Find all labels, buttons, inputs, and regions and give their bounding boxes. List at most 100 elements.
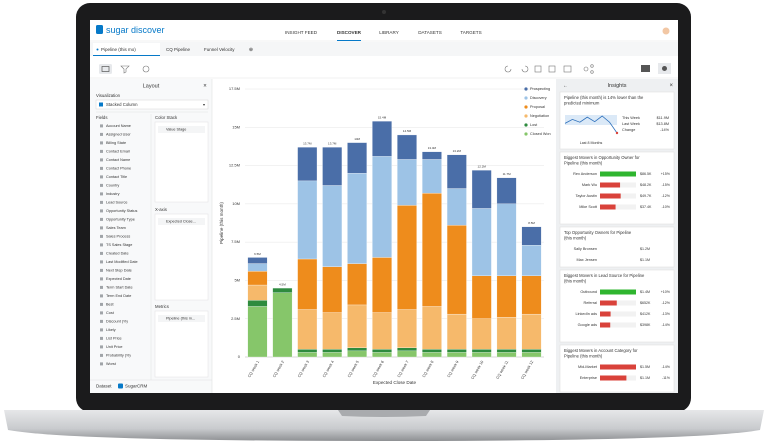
bar-segment[interactable] <box>297 349 318 353</box>
legend-label[interactable]: Negotiation <box>530 114 549 118</box>
bar-segment[interactable] <box>272 292 293 358</box>
bar-segment[interactable] <box>247 257 268 264</box>
mover-bar[interactable] <box>600 204 616 210</box>
bar-segment[interactable] <box>322 185 343 267</box>
tab[interactable]: CQ Pipeline <box>166 47 191 52</box>
insight-card[interactable] <box>559 151 675 225</box>
nav-item[interactable]: TARGETS <box>460 30 481 35</box>
bar-segment[interactable] <box>422 349 442 353</box>
bar-segment[interactable] <box>372 312 392 350</box>
visualization-dropdown[interactable] <box>95 99 209 110</box>
bar-segment[interactable] <box>471 170 492 209</box>
bar-segment[interactable] <box>247 306 268 358</box>
bar-segment[interactable] <box>397 309 417 348</box>
bar-segment[interactable] <box>422 159 442 194</box>
bar-segment[interactable] <box>521 313 542 350</box>
bar-segment[interactable] <box>322 349 343 353</box>
bar-segment[interactable] <box>247 271 268 286</box>
filter-icon[interactable] <box>120 65 130 74</box>
bar-segment[interactable] <box>347 142 367 174</box>
dataset-name[interactable]: SugarCRM <box>125 384 148 389</box>
bar-segment[interactable] <box>297 147 318 182</box>
mover-bar[interactable] <box>600 171 636 177</box>
copy-icon[interactable] <box>534 65 542 73</box>
field[interactable]: Opportunity Status <box>106 209 138 213</box>
mover-bar[interactable] <box>600 322 611 328</box>
field[interactable]: Expected Date <box>106 277 131 281</box>
bar-segment[interactable] <box>372 352 392 358</box>
bar-segment[interactable] <box>397 134 417 160</box>
bar-segment[interactable] <box>322 312 343 350</box>
legend-label[interactable]: Lost <box>530 123 538 127</box>
field[interactable]: Sales Team <box>106 226 126 230</box>
field[interactable]: Contact Title <box>106 175 127 179</box>
bar-segment[interactable] <box>397 350 417 358</box>
bar-segment[interactable] <box>471 349 492 353</box>
bar-segment[interactable] <box>247 300 268 307</box>
bar-segment[interactable] <box>446 188 467 226</box>
bar-segment[interactable] <box>397 205 417 310</box>
back-button[interactable]: ← <box>563 83 568 89</box>
bar-segment[interactable] <box>297 258 318 310</box>
bar-segment[interactable] <box>347 304 367 348</box>
field[interactable]: Assigned User <box>106 133 131 137</box>
field[interactable]: Opportunity Type <box>106 218 135 222</box>
bar-segment[interactable] <box>372 257 392 313</box>
share-icon[interactable] <box>590 64 594 68</box>
share-icon[interactable] <box>590 70 594 74</box>
field[interactable]: Next Step Date <box>106 269 132 273</box>
field[interactable]: Best <box>106 303 115 307</box>
bar-segment[interactable] <box>446 352 467 358</box>
bar-segment[interactable] <box>471 352 492 358</box>
nav-item[interactable]: INSIGHT FEED <box>285 30 318 35</box>
nav-item[interactable]: DISCOVER <box>337 30 362 35</box>
field[interactable]: Contact Phone <box>106 167 131 171</box>
field[interactable]: Contact Email <box>106 150 130 154</box>
bar-segment[interactable] <box>496 203 517 276</box>
legend-label[interactable]: Proposal <box>530 105 545 109</box>
insight-card[interactable] <box>559 269 675 343</box>
redo-icon[interactable] <box>521 65 529 73</box>
close-button[interactable]: × <box>203 84 207 90</box>
pill[interactable] <box>158 126 205 133</box>
bar-segment[interactable] <box>446 313 467 350</box>
insight-card[interactable] <box>559 226 675 268</box>
bar-segment[interactable] <box>347 347 367 352</box>
bar-segment[interactable] <box>496 349 517 353</box>
mover-bar[interactable] <box>600 300 617 306</box>
active-tab[interactable] <box>93 43 160 56</box>
bar-segment[interactable] <box>446 154 467 189</box>
bar-segment[interactable] <box>496 177 517 205</box>
field[interactable]: Billing State <box>106 141 126 145</box>
mover-bar[interactable] <box>600 375 627 381</box>
bar-segment[interactable] <box>247 263 268 272</box>
field[interactable]: Account Name <box>106 124 131 128</box>
bar-segment[interactable] <box>446 225 467 315</box>
bar-segment[interactable] <box>397 159 417 206</box>
field[interactable]: Discount (%) <box>106 320 128 324</box>
share-icon[interactable] <box>583 66 589 72</box>
bar-segment[interactable] <box>372 121 392 157</box>
save-icon[interactable] <box>563 65 572 73</box>
layout-button[interactable] <box>99 64 112 74</box>
avatar[interactable] <box>662 27 670 35</box>
bar-segment[interactable] <box>521 352 542 358</box>
bar-segment[interactable] <box>347 263 367 306</box>
legend-label[interactable]: Discovery <box>530 96 547 100</box>
legend-label[interactable]: Prospecting <box>530 87 550 91</box>
bar-segment[interactable] <box>322 266 343 313</box>
field[interactable]: Contact Name <box>106 158 130 162</box>
pill[interactable] <box>158 315 205 322</box>
mover-bar[interactable] <box>600 311 611 317</box>
bar-segment[interactable] <box>446 349 467 353</box>
bar-segment[interactable] <box>272 287 293 293</box>
bar-segment[interactable] <box>322 147 343 186</box>
bar-segment[interactable] <box>297 309 318 350</box>
bar-segment[interactable] <box>297 180 318 260</box>
bar-segment[interactable] <box>471 318 492 350</box>
bar-segment[interactable] <box>471 208 492 276</box>
field[interactable]: Cost <box>106 311 115 315</box>
bar-segment[interactable] <box>422 306 442 350</box>
field[interactable]: Term Start Date <box>106 286 133 290</box>
bar-segment[interactable] <box>397 347 417 352</box>
